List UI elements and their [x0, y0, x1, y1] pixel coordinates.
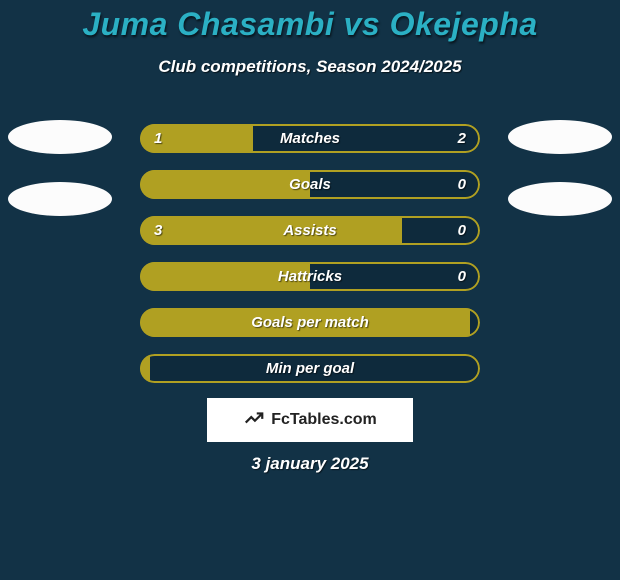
stat-row: Min per goal [140, 354, 480, 383]
right-player-column [500, 120, 620, 216]
subtitle: Club competitions, Season 2024/2025 [0, 57, 620, 77]
stat-row: Goals0 [140, 170, 480, 199]
right-player-avatar [508, 120, 612, 154]
stat-row: Hattricks0 [140, 262, 480, 291]
stat-row: Matches1 2 [140, 124, 480, 153]
stat-label: Goals [140, 170, 480, 199]
date-label: 3 january 2025 [0, 454, 620, 474]
right-club-logo [508, 182, 612, 216]
stat-value-left: 1 [154, 124, 162, 153]
stat-value-right: 0 [458, 216, 466, 245]
branding-badge: FcTables.com [207, 398, 413, 442]
stat-row: Assists3 0 [140, 216, 480, 245]
stat-label: Goals per match [140, 308, 480, 337]
stat-value-right: 0 [458, 262, 466, 291]
stat-label: Assists [140, 216, 480, 245]
comparison-bars: Matches12Goals0Assists30Hattricks0Goals … [140, 124, 480, 383]
left-player-column [0, 120, 120, 216]
left-club-logo [8, 182, 112, 216]
branding-text: FcTables.com [271, 411, 377, 429]
stat-label: Matches [140, 124, 480, 153]
stat-value-right: 0 [458, 170, 466, 199]
stat-label: Min per goal [140, 354, 480, 383]
left-player-avatar [8, 120, 112, 154]
page-title: Juma Chasambi vs Okejepha [0, 0, 620, 43]
stat-value-right: 2 [458, 124, 466, 153]
chart-up-icon [243, 407, 265, 434]
stat-row: Goals per match [140, 308, 480, 337]
stat-value-left: 3 [154, 216, 162, 245]
stat-label: Hattricks [140, 262, 480, 291]
